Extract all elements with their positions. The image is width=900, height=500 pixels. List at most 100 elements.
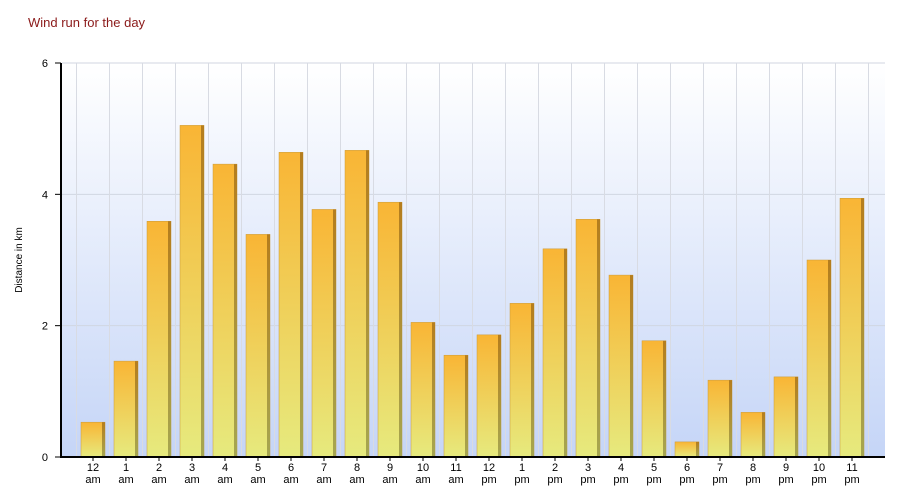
- bar-side: [234, 164, 237, 458]
- chart-title: Wind run for the day: [28, 15, 146, 30]
- bar: [410, 322, 436, 458]
- bar-side: [828, 260, 831, 457]
- x-tick-label: 12 pm: [481, 462, 496, 486]
- bar-side: [267, 234, 270, 457]
- bar-side: [432, 322, 435, 457]
- bar-group: [278, 152, 304, 458]
- bar: [179, 125, 205, 458]
- x-tick-label: 4 am: [217, 462, 232, 486]
- bar: [476, 334, 502, 458]
- bar-side: [498, 334, 501, 457]
- bar-group: [476, 334, 502, 458]
- bar-group: [773, 376, 799, 458]
- x-tick-label: 8 pm: [745, 462, 760, 486]
- bar-side: [663, 340, 666, 457]
- bar: [80, 421, 106, 458]
- bar: [806, 259, 832, 458]
- bar-side: [795, 376, 798, 457]
- bar: [443, 354, 469, 458]
- bar-group: [146, 221, 172, 458]
- bar-group: [344, 150, 370, 458]
- x-tick-label: 6 pm: [679, 462, 694, 486]
- bar-group: [80, 421, 106, 458]
- x-tick-label: 5 am: [250, 462, 265, 486]
- bar-group: [674, 441, 700, 458]
- bar-side: [564, 248, 567, 457]
- bar-side: [465, 355, 468, 457]
- bar-side: [102, 422, 105, 457]
- bar: [113, 360, 139, 458]
- bar-group: [509, 303, 535, 458]
- bar-group: [113, 360, 139, 458]
- bar-group: [377, 201, 403, 458]
- bar-group: [212, 163, 238, 458]
- bar: [146, 221, 172, 458]
- bar-group: [740, 412, 766, 458]
- bar-side: [762, 412, 765, 457]
- x-tick-label: 3 pm: [580, 462, 595, 486]
- bar-side: [399, 202, 402, 457]
- bar-side: [201, 125, 204, 457]
- y-tick-label: 2: [42, 321, 48, 333]
- bar-side: [135, 361, 138, 457]
- x-tick-label: 8 am: [349, 462, 364, 486]
- x-tick-label: 4 pm: [613, 462, 628, 486]
- bar-group: [542, 248, 568, 458]
- bar: [245, 234, 271, 458]
- bar-group: [641, 340, 667, 458]
- x-tick-label: 9 pm: [778, 462, 793, 486]
- x-tick-label: 5 pm: [646, 462, 661, 486]
- bar: [542, 248, 568, 458]
- bar-group: [806, 259, 832, 458]
- bar-side: [630, 275, 633, 457]
- x-tick-label: 10 pm: [811, 462, 826, 486]
- bar: [212, 163, 238, 458]
- x-tick-label: 12 am: [85, 462, 100, 486]
- bar-side: [597, 219, 600, 457]
- bar: [773, 376, 799, 458]
- bar-group: [311, 209, 337, 458]
- bar: [311, 209, 337, 458]
- bar: [740, 412, 766, 458]
- bar-side: [729, 380, 732, 457]
- bar: [707, 379, 733, 458]
- x-tick-label: 6 am: [283, 462, 298, 486]
- bar-group: [179, 125, 205, 458]
- bar-side: [531, 303, 534, 457]
- bar: [344, 150, 370, 458]
- x-tick-label: 9 am: [382, 462, 397, 486]
- bar-group: [410, 322, 436, 458]
- bar-group: [839, 198, 865, 458]
- bar: [839, 198, 865, 458]
- x-tick-label: 7 pm: [712, 462, 727, 486]
- x-tick-label: 2 pm: [547, 462, 562, 486]
- y-tick-label: 0: [42, 452, 48, 464]
- bar-side: [366, 150, 369, 457]
- bar-side: [333, 209, 336, 457]
- bar-group: [575, 219, 601, 458]
- x-tick-label: 10 am: [415, 462, 430, 486]
- bar: [278, 152, 304, 458]
- x-tick-label: 11 am: [448, 462, 463, 486]
- x-tick-label: 2 am: [151, 462, 166, 486]
- y-axis-label: Distance in km: [14, 227, 25, 293]
- bar-group: [245, 234, 271, 458]
- x-tick-label: 1 am: [118, 462, 133, 486]
- bar-side: [696, 441, 699, 457]
- bar-side: [300, 152, 303, 457]
- bar: [377, 201, 403, 458]
- y-tick-label: 6: [42, 58, 48, 70]
- x-tick-label: 11 pm: [844, 462, 859, 486]
- x-tick-label: 7 am: [316, 462, 331, 486]
- x-tick-label: 1 pm: [514, 462, 529, 486]
- bar-group: [707, 379, 733, 458]
- y-tick-label: 4: [42, 189, 48, 201]
- x-tick-label: 3 am: [184, 462, 199, 486]
- bar-group: [443, 354, 469, 458]
- bar: [641, 340, 667, 458]
- bar-group: [608, 274, 634, 458]
- bar: [509, 303, 535, 458]
- bar: [608, 274, 634, 458]
- bar: [575, 219, 601, 458]
